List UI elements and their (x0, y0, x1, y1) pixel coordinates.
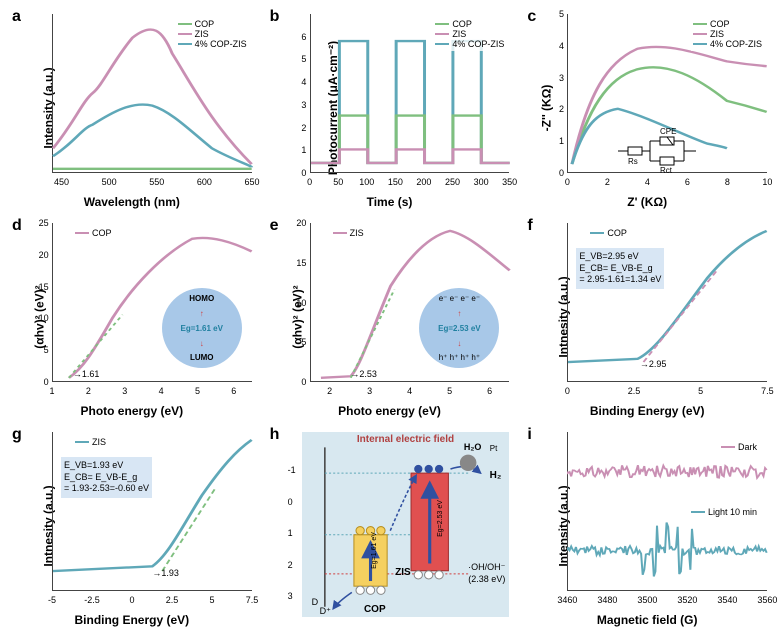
legend-e: ZIS (331, 226, 366, 240)
oval-d: HOMO ↑ Eg=1.61 eV ↓ LUMO (162, 288, 242, 368)
xlabel-g: Binding Energy (eV) (4, 613, 260, 627)
panel-label-h: h (270, 426, 280, 444)
xlabel-e: Photo energy (eV) (262, 404, 518, 418)
xlabel-b: Time (s) (262, 195, 518, 209)
panel-d: d (αhv)² (eV)² Photo energy (eV) COP HOM… (4, 213, 260, 420)
panel-f: f Intnesity (a.u.) Binding Energy (eV) C… (519, 213, 775, 420)
xlabel-i: Magnetic field (G) (519, 613, 775, 627)
panel-label-f: f (527, 217, 532, 235)
chart-b: COP ZIS 4% COP-ZIS (310, 14, 510, 173)
intercept-e: →2.53 (350, 369, 377, 379)
legend-i-light: Light 10 min (689, 505, 759, 519)
panel-h: h Potential (eV) vs. NHE Internal electr… (262, 422, 518, 629)
panel-g: g Intnesity (a.u.) Binding Energy (eV) Z… (4, 422, 260, 629)
panel-e: e (αhv)² (eV)² Photo energy (eV) ZIS e⁻ … (262, 213, 518, 420)
panel-label-d: d (12, 217, 22, 235)
xlabel-d: Photo energy (eV) (4, 404, 260, 418)
circuit-inset: Rs CPE Rct (618, 135, 708, 167)
intercept-f: →2.95 (640, 359, 667, 369)
panel-label-c: c (527, 8, 536, 26)
panel-label-a: a (12, 8, 21, 26)
textbox-f: E_VB=2.95 eV E_CB= E_VB-E_g = 2.95-1.61=… (576, 248, 664, 289)
chart-a: COP ZIS 4% COP-ZIS (52, 14, 252, 173)
legend-g: ZIS (73, 435, 108, 449)
diagram-h: Internal electric field (302, 432, 510, 617)
intercept-d: →1.61 (73, 369, 100, 379)
intercept-g: →1.93 (152, 568, 179, 578)
chart-f: COP E_VB=2.95 eV E_CB= E_VB-E_g = 2.95-1… (567, 223, 767, 382)
panel-label-i: i (527, 426, 531, 444)
legend-d: COP (73, 226, 114, 240)
panel-i: i Intensity (a.u.) Magnetic field (G) Da… (519, 422, 775, 629)
panel-label-b: b (270, 8, 280, 26)
panel-b: b Photocurrent (μA·cm⁻²) Time (s) COP ZI… (262, 4, 518, 211)
xlabel-f: Binding Energy (eV) (519, 404, 775, 418)
panel-c: c -Z'' (KΩ) Z' (KΩ) COP ZIS 4% COP-ZIS (519, 4, 775, 211)
legend-a: COP ZIS 4% COP-ZIS (176, 17, 249, 51)
chart-c: COP ZIS 4% COP-ZIS (567, 14, 767, 173)
textbox-g: E_VB=1.93 eV E_CB= E_VB-E_g = 1.93-2.53=… (61, 457, 152, 498)
chart-i: Dark Light 10 min (567, 432, 767, 591)
panel-a: a Intensity (a.u.) Wavelength (nm) COP Z… (4, 4, 260, 211)
xlabel-a: Wavelength (nm) (4, 195, 260, 209)
legend-i-dark: Dark (719, 440, 759, 454)
chart-e: ZIS e⁻ e⁻ e⁻ e⁻ ↑ Eg=2.53 eV ↓ h⁺ h⁺ h⁺ … (310, 223, 510, 382)
legend-c: COP ZIS 4% COP-ZIS (691, 17, 764, 51)
xlabel-c: Z' (KΩ) (519, 195, 775, 209)
chart-g: ZIS E_VB=1.93 eV E_CB= E_VB-E_g = 1.93-2… (52, 432, 252, 591)
legend-f: COP (588, 226, 629, 240)
panel-label-e: e (270, 217, 279, 235)
legend-b: COP ZIS 4% COP-ZIS (433, 17, 506, 51)
chart-d: COP HOMO ↑ Eg=1.61 eV ↓ LUMO →1.61 (52, 223, 252, 382)
panel-label-g: g (12, 426, 22, 444)
